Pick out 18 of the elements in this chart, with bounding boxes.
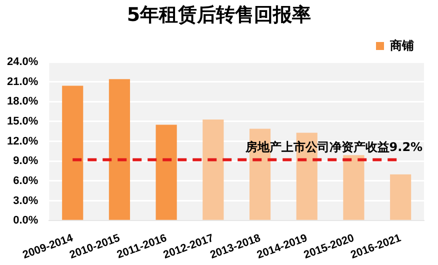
y-tick-label: 12.0% — [6, 135, 38, 148]
bar — [156, 124, 177, 220]
y-tick-label: 6.0% — [13, 174, 38, 187]
legend-label: 商铺 — [389, 38, 414, 52]
bar — [202, 119, 224, 220]
y-tick-label: 9.0% — [13, 155, 38, 168]
y-tick-label: 3.0% — [13, 194, 38, 207]
bar — [108, 79, 130, 220]
y-tick-label: 21.0% — [6, 76, 38, 88]
y-tick-label: 15.0% — [6, 116, 38, 128]
ref-line-label: 房地产上市公司净资产收益9.2% — [244, 140, 423, 154]
bar — [343, 155, 364, 220]
bar — [390, 174, 412, 220]
y-tick-label: 24.0% — [6, 56, 38, 68]
chart-title: 5年租赁后转售回报率 — [126, 3, 312, 28]
y-tick-label: 18.0% — [6, 96, 38, 108]
bar — [62, 86, 84, 220]
y-tick-label: 0.0% — [13, 214, 38, 227]
